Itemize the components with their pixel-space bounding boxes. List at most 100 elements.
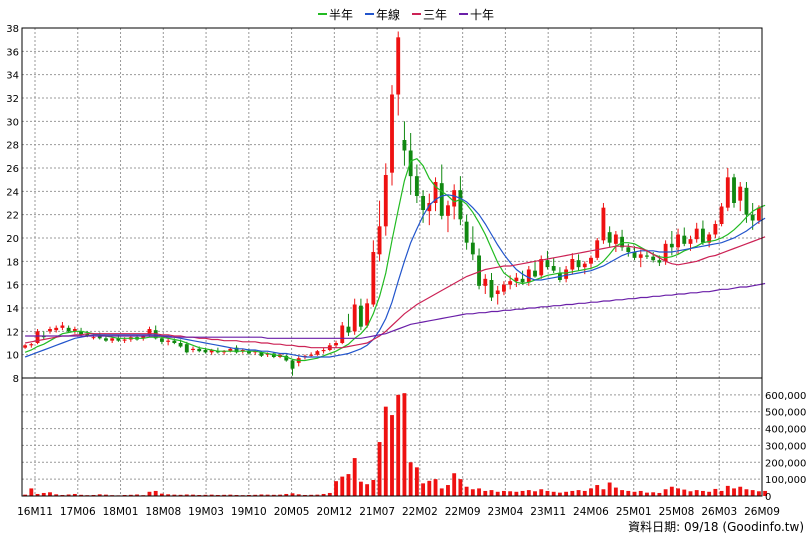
candle-body (520, 278, 525, 283)
price-tick-label: 36 (6, 47, 19, 58)
ma-line (25, 282, 766, 339)
volume-bar (184, 494, 189, 496)
price-tick-label: 38 (6, 24, 19, 35)
candle-body (414, 176, 419, 196)
volume-bar (676, 488, 680, 496)
candle-body (191, 348, 195, 350)
volume-bar (738, 486, 743, 496)
price-tick-label: 28 (6, 141, 19, 152)
candle-body (247, 351, 251, 354)
x-tick-label: 18M08 (145, 506, 181, 518)
candle-body (184, 344, 189, 353)
candle-body (756, 207, 761, 221)
volume-bar (632, 491, 637, 496)
volume-bar (60, 494, 65, 496)
x-tick-label: 20M05 (274, 506, 310, 518)
volume-bar (191, 494, 195, 496)
volume-bar (346, 474, 351, 496)
candle-body (60, 325, 65, 328)
volume-bar (390, 415, 394, 496)
x-tick-label: 17M06 (60, 506, 96, 518)
tick-labels: 8 10 12 14 16 18 20 22 24 26 28 30 32 34 36 38 0 100,000 2… (6, 24, 806, 518)
volume-bar (421, 483, 426, 496)
volume-bar (595, 485, 600, 496)
volume-bar (433, 479, 438, 496)
candle-body (79, 331, 84, 335)
candle-body (657, 260, 662, 263)
ma-line (24, 194, 766, 358)
volume-bar (570, 490, 575, 496)
candle-body (371, 252, 376, 305)
price-tick-label: 16 (6, 281, 19, 292)
price-tick-label: 32 (6, 94, 19, 105)
volume-bar (271, 494, 276, 496)
price-tick-label: 18 (6, 257, 19, 268)
candle-body (495, 290, 500, 294)
x-tick-label: 25M01 (616, 506, 652, 518)
candle-body (91, 337, 96, 339)
volume-tick-label: 100,000 (765, 475, 806, 486)
candle-body (725, 177, 730, 208)
x-tick-label: 19M03 (188, 506, 224, 518)
volume-bar (483, 490, 488, 496)
volume-bar (396, 394, 401, 496)
volume-bar (669, 486, 674, 496)
price-tick-label: 8 (13, 374, 19, 385)
candle-body (651, 256, 656, 261)
price-tick-label: 10 (6, 351, 19, 362)
candle-body (402, 140, 407, 151)
candle-body (700, 228, 705, 243)
candle-body (396, 37, 401, 95)
moving-average-lines (24, 157, 766, 362)
x-tick-label: 22M02 (402, 506, 438, 518)
candle-body (340, 325, 345, 343)
candle-body (464, 221, 469, 243)
volume-bar (576, 490, 581, 496)
candle-body (290, 360, 295, 369)
candle-body (570, 259, 575, 270)
volume-bar (439, 488, 444, 496)
volume-tick-label: 400,000 (765, 425, 806, 436)
candle-body (645, 255, 649, 257)
candle-body (470, 242, 475, 255)
candle-body (54, 327, 59, 331)
candle-body (744, 187, 749, 215)
candle-body (526, 269, 531, 283)
candle-body (358, 305, 363, 327)
candle-body (682, 235, 687, 244)
x-tick-label: 20M12 (316, 506, 352, 518)
volume-bar (215, 494, 220, 496)
volume-bar (508, 491, 513, 496)
volume-bar (259, 494, 264, 496)
volume-bar (477, 488, 481, 496)
volume-bar (526, 490, 531, 496)
volume-bar (545, 490, 550, 496)
candle-body (85, 333, 90, 336)
candle-body (421, 196, 426, 210)
volume-bar (340, 476, 345, 496)
volume-bar (135, 494, 139, 496)
candle-body (35, 331, 40, 343)
candle-body (377, 226, 382, 255)
volume-bar (732, 488, 736, 496)
data-date-label: 資料日期: 09/18 (628, 520, 719, 534)
volume-bar (128, 494, 133, 496)
volume-bar (626, 490, 631, 496)
candle-body (147, 329, 152, 335)
x-tick-label: 23M04 (488, 506, 524, 518)
volume-bar (607, 482, 612, 496)
volume-bar (41, 492, 46, 496)
volume-tick-label: 600,000 (765, 391, 806, 402)
volume-bar (104, 494, 108, 496)
volume-bar (557, 492, 562, 496)
candle-body (315, 351, 320, 355)
source-label: (Goodinfo.tw) (722, 520, 804, 534)
volume-bars (23, 393, 768, 496)
volume-bar (122, 494, 127, 496)
candle-body (564, 269, 569, 279)
candle-body (390, 94, 394, 173)
candle-body (110, 338, 115, 341)
candle-body (582, 263, 587, 268)
candle-body (694, 228, 699, 240)
